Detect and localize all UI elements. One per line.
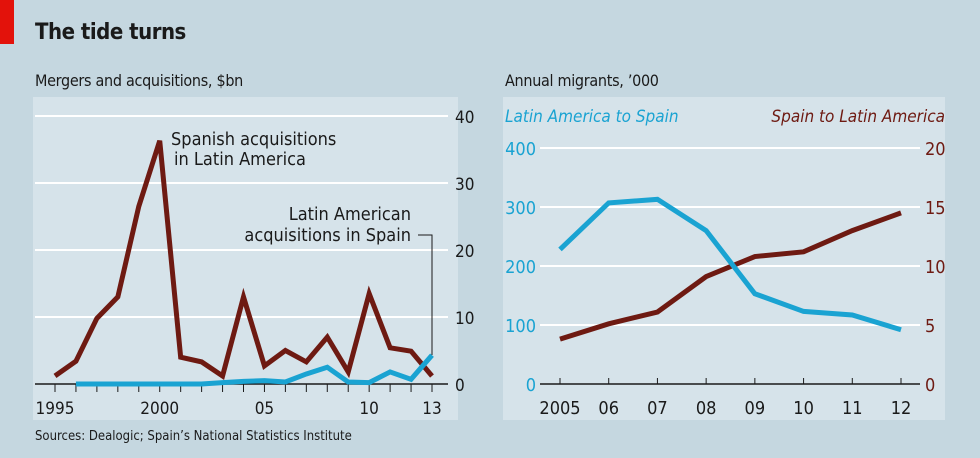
- left-chart-title: Mergers and acquisitions, $bn: [35, 71, 243, 90]
- series-label-latam-line1: Latin American: [289, 204, 411, 225]
- right-chart-title: Annual migrants, ’000: [505, 71, 659, 90]
- y-tick-label: 0: [455, 376, 465, 396]
- series-line-spain-to-latam: [559, 210, 902, 342]
- series-label-spanish-line1: Spanish acquisitions: [171, 129, 336, 150]
- x-tick-label: 11: [842, 398, 863, 419]
- left-panel: [33, 97, 458, 420]
- x-tick-label: 2000: [140, 399, 179, 419]
- right-y-tick-label: 5: [925, 316, 935, 337]
- x-tick-label: 10: [793, 398, 814, 419]
- right-y-tick-label: 20: [925, 139, 946, 160]
- label-leader-line: [418, 234, 433, 355]
- series-line-spanish-in-latam: [53, 140, 434, 380]
- x-tick-label: 12: [891, 398, 912, 419]
- source-note: Sources: Dealogic; Spain’s National Stat…: [35, 429, 352, 444]
- x-tick-label: 08: [696, 398, 717, 419]
- x-tick-label: 10: [359, 399, 378, 419]
- brand-red-tag: [0, 0, 14, 44]
- right-panel: [503, 97, 945, 420]
- x-tick-label: 06: [598, 398, 619, 419]
- x-tick-label: 2005: [539, 398, 580, 419]
- x-tick-label: 1995: [36, 399, 75, 419]
- x-tick-label: 05: [255, 399, 274, 419]
- left-y-tick-label: 300: [505, 198, 536, 219]
- legend-spain-to-latam: Spain to Latin America: [771, 107, 945, 127]
- right-y-tick-label: 15: [925, 198, 946, 219]
- y-tick-label: 20: [455, 242, 474, 262]
- left-y-tick-label: 0: [526, 375, 536, 396]
- x-tick-label: 09: [745, 398, 766, 419]
- left-y-tick-label: 100: [505, 316, 536, 337]
- series-line-latam-in-spain: [75, 353, 434, 387]
- right-y-tick-label: 10: [925, 257, 946, 278]
- x-tick-label: 07: [647, 398, 668, 419]
- y-tick-label: 10: [455, 309, 474, 329]
- left-y-tick-label: 400: [505, 139, 536, 160]
- right-y-tick-label: 0: [925, 375, 935, 396]
- series-label-latam-line2: acquisitions in Spain: [244, 225, 411, 246]
- figure-title: The tide turns: [35, 20, 186, 45]
- series-line-latam-to-spain: [558, 196, 902, 333]
- left-y-tick-label: 200: [505, 257, 536, 278]
- x-tick-label: 13: [422, 399, 441, 419]
- series-label-spanish-line2: in Latin America: [174, 149, 306, 170]
- legend-latam-to-spain: Latin America to Spain: [505, 107, 679, 127]
- y-tick-label: 40: [455, 108, 474, 128]
- y-tick-label: 30: [455, 175, 474, 195]
